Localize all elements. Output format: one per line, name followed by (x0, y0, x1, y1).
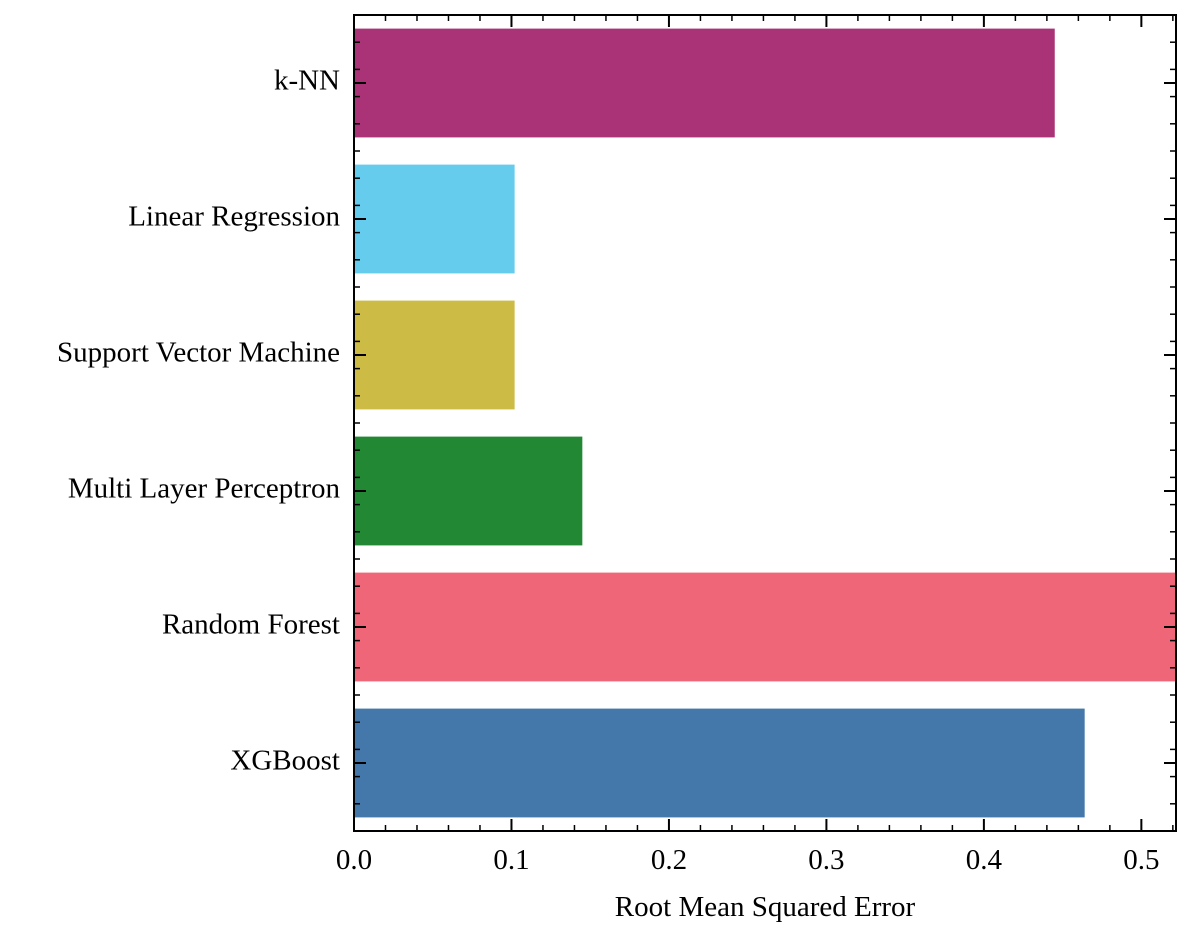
category-label-multi-layer-perceptron: Multi Layer Perceptron (68, 473, 341, 505)
bar-xgboost (354, 708, 1085, 818)
x-tick-label: 0.3 (808, 844, 844, 876)
category-label-k-nn: k-NN (274, 65, 340, 97)
bars-group (354, 28, 1176, 818)
x-tick-label: 0.2 (651, 844, 687, 876)
x-axis-title: Root Mean Squared Error (615, 891, 916, 923)
bar-k-nn (354, 28, 1055, 138)
bar-random-forest (354, 572, 1176, 682)
bar-linear-regression (354, 164, 515, 274)
bar-multi-layer-perceptron (354, 436, 583, 546)
x-tick-labels: 0.0 0.1 0.2 0.3 0.4 0.5 (336, 844, 1160, 876)
x-tick-label: 0.5 (1123, 844, 1159, 876)
category-label-support-vector-machine: Support Vector Machine (57, 337, 340, 369)
category-label-random-forest: Random Forest (162, 609, 340, 641)
x-tick-label: 0.4 (966, 844, 1003, 876)
plot-frame (353, 14, 1177, 832)
x-tick-label: 0.1 (493, 844, 529, 876)
bar-support-vector-machine (354, 300, 515, 410)
category-label-xgboost: XGBoost (230, 745, 340, 777)
x-tick-label: 0.0 (336, 844, 372, 876)
category-label-linear-regression: Linear Regression (128, 201, 340, 233)
category-labels: k-NN Linear Regression Support Vector Mach… (57, 65, 340, 777)
